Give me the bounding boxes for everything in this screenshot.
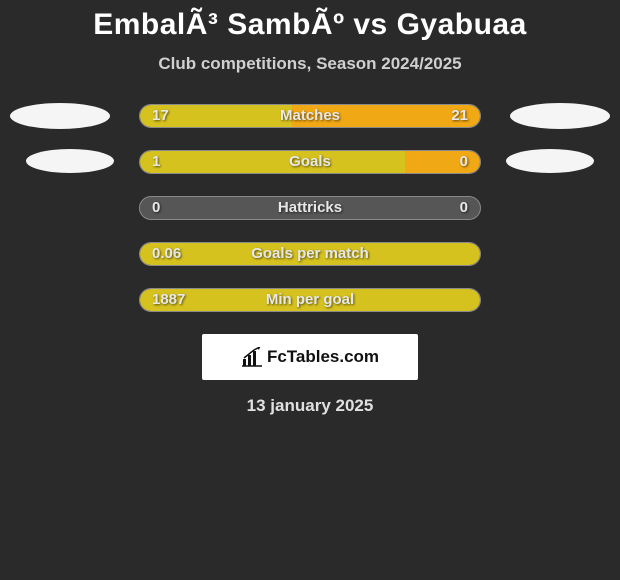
brand-badge: FcTables.com [202, 334, 418, 380]
stat-row: 1887 Min per goal [0, 288, 620, 312]
player-right-badge [510, 103, 610, 129]
subtitle: Club competitions, Season 2024/2025 [0, 54, 620, 74]
page-title: EmbalÃ³ SambÃº vs Gyabuaa [0, 8, 620, 42]
stat-left-value: 17 [152, 105, 169, 127]
stat-left-value: 1 [152, 151, 160, 173]
stat-label: Goals [289, 151, 331, 173]
stat-right-value: 21 [451, 105, 468, 127]
stat-bar: 0.06 Goals per match [139, 242, 481, 266]
comparison-infographic: EmbalÃ³ SambÃº vs Gyabuaa Club competiti… [0, 0, 620, 416]
stat-left-value: 1887 [152, 289, 185, 311]
stat-row: 0.06 Goals per match [0, 242, 620, 266]
stat-label: Goals per match [251, 243, 369, 265]
stat-bar: 1 Goals 0 [139, 150, 481, 174]
player-left-badge [10, 103, 110, 129]
stat-bar: 17 Matches 21 [139, 104, 481, 128]
stat-label: Min per goal [266, 289, 354, 311]
stat-right-value: 0 [460, 151, 468, 173]
player-left-badge [26, 149, 114, 173]
stat-label: Matches [280, 105, 340, 127]
stat-row: 1 Goals 0 [0, 150, 620, 174]
stat-left-value: 0 [152, 197, 160, 219]
player-right-badge [506, 149, 594, 173]
stat-row: 17 Matches 21 [0, 104, 620, 128]
stat-label: Hattricks [278, 197, 342, 219]
stat-row: 0 Hattricks 0 [0, 196, 620, 220]
chart-icon [241, 347, 263, 367]
stat-left-value: 0.06 [152, 243, 181, 265]
stat-right-value: 0 [460, 197, 468, 219]
brand-text: FcTables.com [267, 347, 379, 367]
bar-right-fill [405, 151, 480, 173]
date-text: 13 january 2025 [0, 396, 620, 416]
stat-bar: 1887 Min per goal [139, 288, 481, 312]
stat-bar: 0 Hattricks 0 [139, 196, 481, 220]
stats-list: 17 Matches 21 1 Goals 0 0 Hattricks 0 0.06 Goals p… [0, 104, 620, 312]
bar-left-fill [140, 151, 405, 173]
